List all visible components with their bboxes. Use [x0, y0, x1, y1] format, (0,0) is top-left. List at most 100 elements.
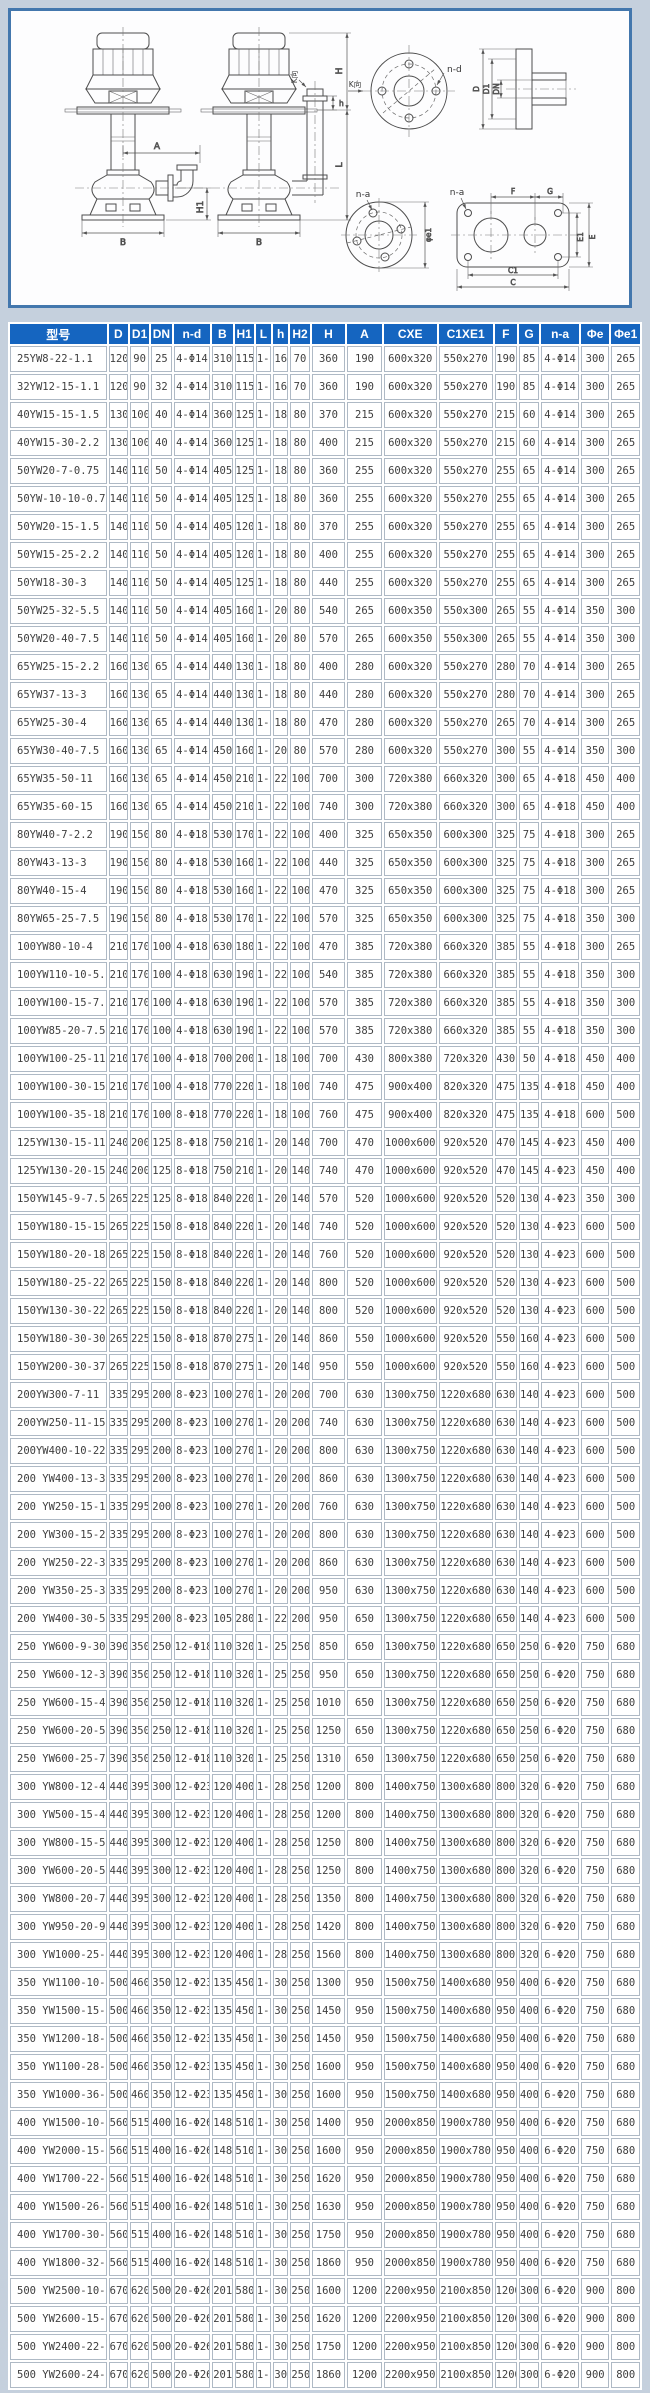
spec-cell: 125 [151, 1186, 172, 1212]
spec-cell: 265 [611, 934, 640, 960]
spec-cell: 170 [129, 934, 150, 960]
table-row: 150YW180-25-222652251508-Φ188402201-7201… [10, 1270, 640, 1296]
spec-cell: 1400x750 [383, 1802, 437, 1828]
spec-cell: 190 [347, 374, 382, 400]
spec-cell: 1-7 [255, 990, 272, 1016]
model-cell: 50YW-10-10-0.75 [10, 486, 107, 512]
spec-cell: 630 [347, 1522, 382, 1548]
model-cell: 400 YW1700-22-160 [10, 2166, 107, 2192]
spec-cell: 1860 [311, 2250, 346, 2276]
spec-cell: 500 [108, 1998, 128, 2024]
spec-cell: 140 [108, 570, 128, 596]
table-row: 80YW40-7-2.2190150804-Φ185301701-5221004… [10, 822, 640, 848]
spec-cell: 840 [212, 1298, 233, 1324]
spec-cell: 1-7 [255, 1410, 272, 1436]
spec-cell: 1010 [311, 1690, 346, 1716]
spec-cell: 680 [611, 2110, 640, 2136]
spec-cell: 1300x750 [383, 1578, 437, 1604]
spec-cell: 140 [518, 1578, 540, 1604]
spec-cell: 1-5 [255, 822, 272, 848]
spec-cell: 1480 [212, 2194, 233, 2220]
spec-cell: 1-7 [255, 1158, 272, 1184]
spec-cell: 2200x950 [383, 2362, 437, 2388]
spec-cell: 400 [151, 2166, 172, 2192]
spec-cell: 520 [494, 1214, 517, 1240]
spec-cell: 750 [580, 2250, 610, 2276]
spec-cell: 550x270 [438, 514, 493, 540]
spec-cell: 390 [108, 1718, 128, 1744]
column-header: D1 [129, 324, 150, 344]
spec-cell: 475 [494, 1102, 517, 1128]
spec-cell: 1-5 [255, 542, 272, 568]
spec-cell: 1-7 [255, 1690, 272, 1716]
spec-cell: 265 [611, 542, 640, 568]
spec-cell: 1220x680 [438, 1690, 493, 1716]
table-row: 40YW15-15-1.5130100404-Φ143601251-518803… [10, 402, 640, 428]
model-cell: 350 YW1200-18-90 [10, 2026, 107, 2052]
spec-cell: 550x300 [438, 598, 493, 624]
spec-cell: 28 [273, 1802, 289, 1828]
column-header: CXE [383, 324, 437, 344]
spec-cell: 190 [494, 346, 517, 372]
spec-cell: 275 [234, 1326, 254, 1352]
table-row: 150YW130-30-222652251508-Φ188402201-7201… [10, 1298, 640, 1324]
spec-cell: 550x270 [438, 738, 493, 764]
spec-cell: 950 [347, 2138, 382, 2164]
spec-cell: 150 [151, 1298, 172, 1324]
model-cell: 200YW300-7-11 [10, 1382, 107, 1408]
spec-cell: 300 [151, 1858, 172, 1884]
spec-cell: 130 [518, 1214, 540, 1240]
spec-cell: 720x380 [383, 962, 437, 988]
spec-cell: 80 [290, 430, 310, 456]
suction-flange-front-view: n-d K向 [348, 45, 462, 137]
spec-cell: 265 [611, 402, 640, 428]
spec-cell: 1600 [311, 2138, 346, 2164]
spec-cell: 215 [347, 402, 382, 428]
spec-cell: 250 [290, 1830, 310, 1856]
spec-cell: 1000x600 [383, 1130, 437, 1156]
spec-cell: 405 [212, 570, 233, 596]
table-row: 200YW250-11-153352952008-Φ2310002701-720… [10, 1410, 640, 1436]
spec-cell: 300 [580, 430, 610, 456]
spec-cell: 680 [611, 1970, 640, 1996]
spec-cell: 130 [108, 402, 128, 428]
spec-cell: 20 [273, 1158, 289, 1184]
spec-cell: 950 [494, 2194, 517, 2220]
spec-cell: 6-Φ20 [541, 2278, 579, 2304]
spec-cell: 4-Φ18 [173, 850, 211, 876]
spec-cell: 1-7 [255, 2194, 272, 2220]
spec-cell: 750 [580, 1634, 610, 1660]
spec-cell: 170 [129, 1102, 150, 1128]
spec-cell: 20 [273, 1130, 289, 1156]
spec-cell: 280 [494, 682, 517, 708]
spec-cell: 1350 [212, 2026, 233, 2052]
spec-cell: 350 [151, 2026, 172, 2052]
spec-cell: 90 [129, 374, 150, 400]
table-row: 65YW35-60-15160130654-Φ144502101-5221007… [10, 794, 640, 820]
spec-cell: 28 [273, 1774, 289, 1800]
spec-cell: 280 [347, 738, 382, 764]
spec-cell: 1200 [212, 1942, 233, 1968]
spec-cell: 440 [212, 710, 233, 736]
spec-cell: 80 [290, 486, 310, 512]
spec-cell: 1000x600 [383, 1326, 437, 1352]
spec-cell: 18 [273, 514, 289, 540]
spec-cell: 170 [234, 906, 254, 932]
spec-cell: 800 [347, 1914, 382, 1940]
spec-cell: 280 [494, 654, 517, 680]
spec-cell: 560 [108, 2194, 128, 2220]
spec-cell: 1-7 [255, 2166, 272, 2192]
spec-cell: 1-5 [255, 682, 272, 708]
model-cell: 300 YW950-20-90 [10, 1914, 107, 1940]
spec-cell: 325 [347, 906, 382, 932]
spec-cell: 350 [580, 1018, 610, 1044]
spec-cell: 30 [273, 2362, 289, 2388]
dim-f: F [490, 187, 536, 220]
spec-cell: 720x320 [438, 1046, 493, 1072]
spec-cell: 250 [290, 2026, 310, 2052]
spec-cell: 600x320 [383, 430, 437, 456]
spec-cell: 255 [494, 514, 517, 540]
spec-cell: 4-Φ23 [541, 1354, 579, 1380]
spec-cell: 1-7 [255, 1606, 272, 1632]
model-cell: 400 YW1700-30-200 [10, 2222, 107, 2248]
